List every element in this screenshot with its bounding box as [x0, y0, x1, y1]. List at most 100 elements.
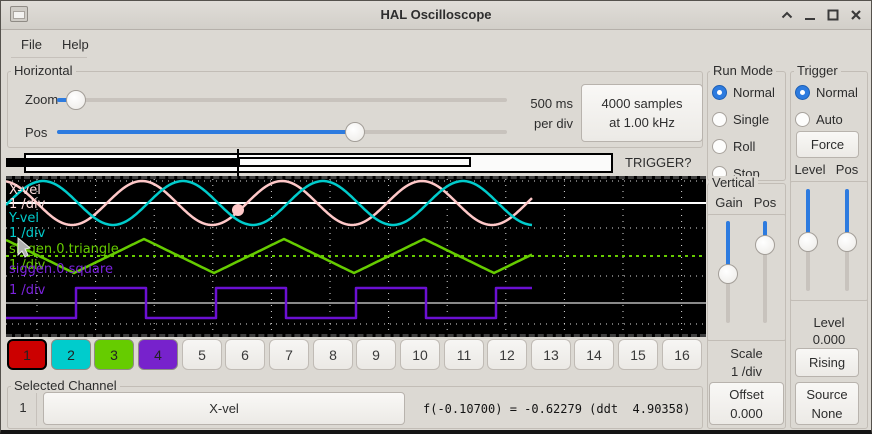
display-window-bar[interactable] — [238, 157, 471, 167]
channel-button-3[interactable]: 3 — [94, 339, 134, 370]
run-mode-option-roll[interactable]: Roll — [712, 133, 775, 160]
timebase-unit: per div — [533, 116, 573, 131]
run-mode-group-label: Run Mode — [710, 64, 776, 78]
channel-button-4[interactable]: 4 — [138, 339, 178, 370]
run-mode-radios: Normal Single Roll Stop — [712, 79, 775, 187]
shade-icon[interactable] — [778, 5, 796, 25]
vertical-slider-frame — [707, 214, 786, 341]
trigger-level-fill — [806, 189, 810, 243]
channel-button-14[interactable]: 14 — [574, 339, 614, 370]
close-icon[interactable] — [847, 5, 865, 25]
selected-channel-name-button[interactable]: X-vel — [43, 392, 405, 425]
zoom-label: Zoom — [25, 92, 59, 107]
menubar: File Help — [1, 30, 871, 58]
zoom-slider-track[interactable] — [57, 98, 507, 102]
horizontal-pos-slider[interactable] — [57, 122, 507, 142]
pos-slider-handle[interactable] — [345, 122, 366, 142]
run-mode-radio-single[interactable] — [712, 112, 727, 127]
vertical-pos-slider[interactable] — [755, 221, 775, 323]
vertical-gain-slider[interactable] — [718, 221, 738, 323]
titlebar: HAL Oscilloscope — [1, 1, 871, 30]
menu-item-help[interactable]: Help — [61, 36, 89, 52]
samples-line1: 4000 samples — [601, 96, 683, 111]
trigger-mode-option-auto[interactable]: Auto — [795, 106, 858, 133]
run-mode-radio-roll[interactable] — [712, 139, 727, 154]
scope-legend-name: X-vel — [9, 183, 41, 198]
trigger-position-cursor[interactable] — [237, 149, 239, 176]
vertical-group-label: Vertical — [709, 176, 758, 190]
vertical-gain-fill — [726, 221, 730, 274]
channel-button-16[interactable]: 16 — [662, 339, 702, 370]
force-trigger-button[interactable]: Force — [796, 131, 859, 158]
run-mode-radio-label: Normal — [733, 85, 775, 100]
channel-button-5[interactable]: 5 — [182, 339, 222, 370]
run-mode-option-single[interactable]: Single — [712, 106, 775, 133]
minimize-icon[interactable] — [801, 5, 819, 25]
run-mode-radio-normal[interactable] — [712, 85, 727, 100]
scope-trace-siggen-0-square — [6, 286, 532, 320]
trigger-mode-radios: Normal Auto — [795, 79, 858, 133]
vertical-gain-handle[interactable] — [718, 263, 738, 284]
vertical-offset-line1: Offset — [729, 386, 764, 402]
scope-legend-scale: 1 /div — [9, 258, 46, 273]
vertical-pos-track[interactable] — [763, 221, 767, 323]
run-mode-option-normal[interactable]: Normal — [712, 79, 775, 106]
vertical-pos-header: Pos — [753, 195, 777, 210]
scope-legend-scale: 1 /div — [9, 226, 46, 241]
horizontal-zoom-slider[interactable] — [57, 90, 507, 110]
channel-button-6[interactable]: 6 — [225, 339, 265, 370]
trigger-edge-button[interactable]: Rising — [795, 348, 859, 377]
vertical-scale-caption: Scale — [730, 346, 763, 361]
scope-legend-name: siggen.0.square — [9, 262, 113, 277]
channel-button-11[interactable]: 11 — [444, 339, 484, 370]
pos-slider-fill — [57, 130, 356, 134]
maximize-icon[interactable] — [824, 5, 842, 25]
app-icon-glyph — [13, 11, 25, 19]
scope-display[interactable]: X-vel 1 /div Y-vel 1 /div siggen.0.triangle 1… — [6, 176, 706, 337]
scope-trace-y-vel — [6, 179, 533, 227]
vertical-pos-handle[interactable] — [755, 234, 775, 255]
trigger-slider-frame — [790, 181, 868, 301]
trigger-mode-radio-auto[interactable] — [795, 112, 810, 127]
trigger-source-button[interactable]: Source None — [795, 382, 859, 425]
run-mode-radio-label: Roll — [733, 139, 756, 154]
channel-button-9[interactable]: 9 — [356, 339, 396, 370]
trigger-mode-radio-label: Auto — [816, 112, 843, 127]
vertical-offset-button[interactable]: Offset 0.000 — [709, 382, 784, 425]
vertical-scale-value: 1 /div — [730, 364, 763, 379]
vertical-pos-fill — [763, 221, 767, 245]
scope-legend-scale: 1 /div — [9, 283, 46, 298]
horizontal-group-label: Horizontal — [11, 64, 76, 78]
trigger-mode-option-normal[interactable]: Normal — [795, 79, 858, 106]
channel-button-1[interactable]: 1 — [7, 339, 47, 370]
trigger-level-slider[interactable] — [798, 189, 818, 291]
trigger-level-caption: Level — [813, 315, 845, 330]
trigger-mode-radio-normal[interactable] — [795, 85, 810, 100]
channel-button-7[interactable]: 7 — [269, 339, 309, 370]
zoom-slider-handle[interactable] — [65, 90, 86, 110]
scope-legend-name: siggen.0.triangle — [9, 242, 119, 257]
trigger-marker-dot — [232, 204, 244, 216]
channel-button-13[interactable]: 13 — [531, 339, 571, 370]
channel-button-15[interactable]: 15 — [618, 339, 658, 370]
channel-button-8[interactable]: 8 — [313, 339, 353, 370]
menu-item-file[interactable]: File — [21, 36, 42, 52]
app-icon — [10, 6, 28, 22]
vertical-offset-line2: 0.000 — [730, 405, 763, 421]
samples-button[interactable]: 4000 samples at 1.00 kHz — [581, 84, 703, 142]
trigger-pos-handle[interactable] — [837, 232, 857, 253]
trigger-level-value: 0.000 — [812, 332, 846, 347]
trigger-pos-header: Pos — [835, 162, 859, 177]
trigger-level-handle[interactable] — [798, 232, 818, 253]
channel-button-2[interactable]: 2 — [51, 339, 91, 370]
trigger-pos-slider[interactable] — [837, 189, 857, 291]
samples-line2: at 1.00 kHz — [609, 115, 675, 130]
hpos-label: Pos — [25, 125, 48, 140]
selected-channel-number: 1 — [19, 400, 27, 415]
channel-button-12[interactable]: 12 — [487, 339, 527, 370]
selected-channel-group-label: Selected Channel — [11, 379, 120, 393]
channel-button-10[interactable]: 10 — [400, 339, 440, 370]
window-title: HAL Oscilloscope — [380, 7, 492, 22]
